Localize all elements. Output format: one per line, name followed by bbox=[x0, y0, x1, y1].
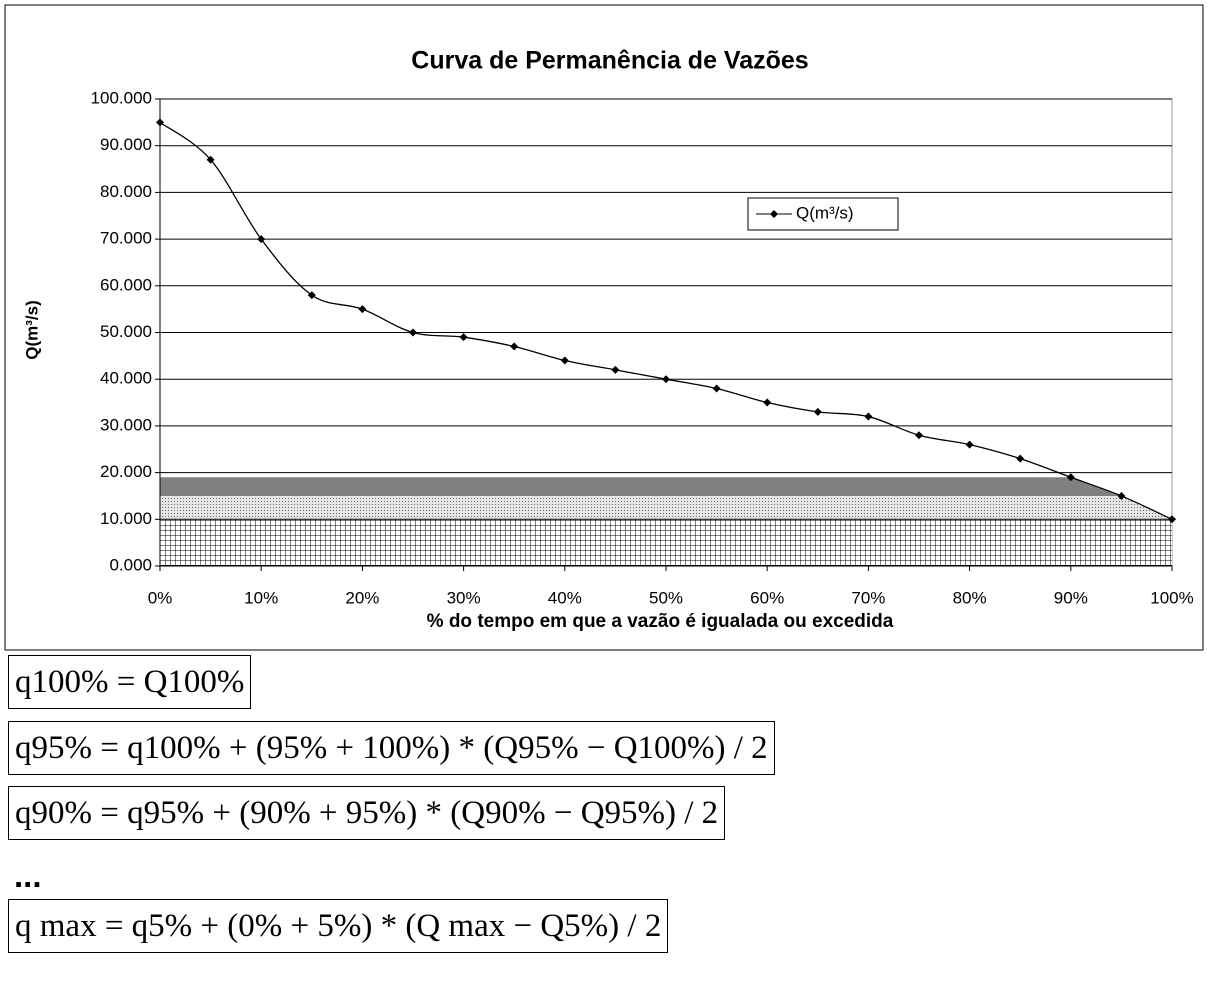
marker bbox=[1168, 515, 1176, 524]
marker bbox=[611, 365, 620, 374]
marker bbox=[307, 291, 316, 300]
marker bbox=[915, 431, 923, 440]
legend-label: Q(m³/s) bbox=[796, 203, 854, 222]
x-tick-label: 80% bbox=[953, 588, 987, 607]
y-tick-label: 80.000 bbox=[100, 182, 152, 201]
marker bbox=[864, 412, 873, 421]
marker bbox=[1016, 454, 1025, 463]
marker bbox=[763, 398, 772, 407]
marker bbox=[257, 235, 266, 244]
band bbox=[160, 495, 1172, 520]
band bbox=[160, 477, 1122, 496]
x-tick-label: 70% bbox=[851, 588, 885, 607]
x-tick-label: 100% bbox=[1150, 588, 1193, 607]
y-tick-label: 0.000 bbox=[109, 555, 152, 574]
marker bbox=[813, 407, 822, 416]
x-tick-label: 20% bbox=[345, 588, 379, 607]
marker bbox=[1066, 473, 1075, 482]
y-tick-label: 10.000 bbox=[100, 509, 152, 528]
y-axis-label: Q(m³/s) bbox=[22, 300, 41, 360]
x-tick-label: 0% bbox=[148, 588, 173, 607]
marker bbox=[409, 328, 417, 337]
marker bbox=[965, 440, 974, 449]
marker bbox=[560, 356, 569, 365]
y-tick-label: 60.000 bbox=[100, 275, 152, 294]
marker bbox=[358, 305, 367, 314]
chart-title: Curva de Permanência de Vazões bbox=[411, 47, 808, 75]
y-tick-label: 40.000 bbox=[100, 369, 152, 388]
marker bbox=[510, 342, 519, 351]
formula: q90% = q95% + (90% + 95%) * (Q90% − Q95%… bbox=[8, 786, 726, 840]
x-axis-label: % do tempo em que a vazão é igualada ou … bbox=[427, 611, 894, 632]
x-tick-label: 10% bbox=[244, 588, 278, 607]
x-tick-label: 30% bbox=[447, 588, 481, 607]
marker bbox=[156, 118, 164, 127]
marker bbox=[712, 384, 721, 393]
formula: q max = q5% + (0% + 5%) * (Q max − Q5%) … bbox=[8, 899, 669, 953]
legend-marker bbox=[770, 210, 778, 218]
y-tick-label: 90.000 bbox=[100, 135, 152, 154]
marker bbox=[662, 375, 670, 384]
x-tick-label: 50% bbox=[649, 588, 683, 607]
marker bbox=[1117, 491, 1126, 500]
marker bbox=[459, 333, 468, 342]
chart: Curva de Permanência de Vazões % do temp… bbox=[4, 4, 1204, 651]
y-tick-label: 50.000 bbox=[100, 322, 152, 341]
band bbox=[160, 519, 1172, 566]
marker bbox=[206, 155, 215, 164]
y-tick-label: 20.000 bbox=[100, 462, 152, 481]
x-tick-label: 40% bbox=[548, 588, 582, 607]
y-tick-label: 100.000 bbox=[91, 88, 152, 107]
y-tick-label: 30.000 bbox=[100, 415, 152, 434]
formula: q95% = q100% + (95% + 100%) * (Q95% − Q1… bbox=[8, 721, 775, 775]
x-tick-label: 90% bbox=[1054, 588, 1088, 607]
x-tick-label: 60% bbox=[750, 588, 784, 607]
y-tick-label: 70.000 bbox=[100, 229, 152, 248]
ellipsis: ... bbox=[14, 857, 42, 894]
formula: q100% = Q100% bbox=[8, 655, 252, 709]
